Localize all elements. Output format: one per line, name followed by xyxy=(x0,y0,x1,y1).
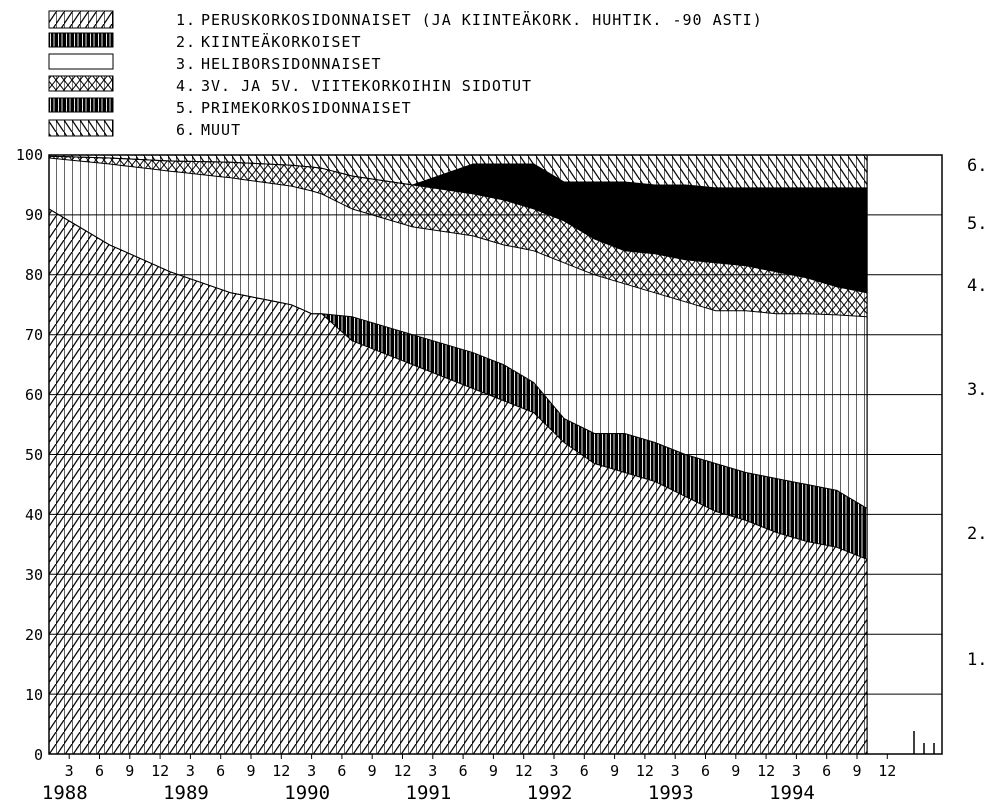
x-tick-label-1990-12: 12 xyxy=(393,762,411,780)
x-year-label-1993: 1993 xyxy=(648,782,694,804)
boundary-line-3 xyxy=(48,157,868,318)
side-label-3: 3. xyxy=(967,380,987,400)
legend-swatch-1 xyxy=(48,10,114,29)
legend: 1. PERUSKORKOSIDONNAISET (JA KIINTEÄKORK… xyxy=(48,10,763,139)
boundary-line-5 xyxy=(48,155,868,189)
stacked-areas xyxy=(49,155,868,754)
legend-label-3: HELIBORSIDONNAISET xyxy=(201,55,382,73)
x-tick-label-1988-9: 9 xyxy=(125,762,134,780)
x-tick-label-1993-9: 9 xyxy=(731,762,740,780)
x-tick-label-1994-6: 6 xyxy=(822,762,831,780)
x-tick-label-1989-9: 9 xyxy=(246,762,255,780)
area-series-2 xyxy=(49,208,868,560)
x-tick-label-1990-6: 6 xyxy=(337,762,346,780)
y-tick-label-20: 20 xyxy=(25,626,43,644)
legend-swatch-6 xyxy=(48,119,114,137)
gridlines xyxy=(49,214,942,695)
x-tick-label-1992-3: 3 xyxy=(549,762,558,780)
x-tick-label-1992-12: 12 xyxy=(636,762,654,780)
side-label-1: 1. xyxy=(967,650,987,670)
x-tick-label-1992-6: 6 xyxy=(580,762,589,780)
x-tick-label-1989-3: 3 xyxy=(186,762,195,780)
legend-key-5: 5. xyxy=(176,99,196,117)
area-series-5 xyxy=(49,156,868,293)
series-side-labels: 6. 5. 4. 3. 2. 1. xyxy=(967,156,987,670)
area-series-1 xyxy=(49,208,868,754)
x-tick-label-1988-3: 3 xyxy=(65,762,74,780)
x-tick-label-1988-12: 12 xyxy=(151,762,169,780)
legend-item-6: 6. MUUT xyxy=(48,119,241,139)
x-tick-label-1993-12: 12 xyxy=(757,762,775,780)
x-tick-label-1988-6: 6 xyxy=(95,762,104,780)
x-year-label-1994: 1994 xyxy=(769,782,815,804)
y-tick-label-10: 10 xyxy=(25,686,43,704)
legend-label-4: 3V. JA 5V. VIITEKORKOIHIN SIDOTUT xyxy=(201,77,532,95)
legend-label-5: PRIMEKORKOSIDONNAISET xyxy=(201,99,412,117)
y-tick-label-90: 90 xyxy=(25,206,43,224)
x-year-label-1989: 1989 xyxy=(163,782,209,804)
y-tick-label-80: 80 xyxy=(25,266,43,284)
legend-swatch-2 xyxy=(48,32,114,48)
y-tick-label-60: 60 xyxy=(25,386,43,404)
legend-swatch-5 xyxy=(48,97,114,113)
legend-item-1: 1. PERUSKORKOSIDONNAISET (JA KIINTEÄKORK… xyxy=(48,10,763,29)
legend-swatch-3 xyxy=(48,53,114,70)
legend-label-6: MUUT xyxy=(201,121,241,139)
plot-frame xyxy=(48,154,943,755)
x-tick-label-1991-9: 9 xyxy=(489,762,498,780)
x-year-label-1992: 1992 xyxy=(527,782,573,804)
x-tick-label-1994-9: 9 xyxy=(852,762,861,780)
legend-key-2: 2. xyxy=(176,33,196,51)
x-year-label-1988: 1988 xyxy=(42,782,88,804)
legend-item-3: 3. HELIBORSIDONNAISET xyxy=(48,53,382,73)
x-year-label-1990: 1990 xyxy=(284,782,330,804)
legend-key-3: 3. xyxy=(176,55,196,73)
x-year-label-1991: 1991 xyxy=(406,782,452,804)
x-tick-label-1993-6: 6 xyxy=(701,762,710,780)
legend-key-6: 6. xyxy=(176,121,196,139)
right-strip-marks xyxy=(913,731,935,754)
x-tick-label-1992-9: 9 xyxy=(610,762,619,780)
x-tick-label-1990-3: 3 xyxy=(307,762,316,780)
legend-item-5: 5. PRIMEKORKOSIDONNAISET xyxy=(48,97,412,117)
legend-label-1: PERUSKORKOSIDONNAISET (JA KIINTEÄKORK. H… xyxy=(201,10,763,29)
legend-label-2: KIINTEÄKORKOISET xyxy=(201,32,362,51)
y-tick-label-70: 70 xyxy=(25,326,43,344)
legend-key-4: 4. xyxy=(176,77,196,95)
y-tick-label-40: 40 xyxy=(25,506,43,524)
y-tick-label-0: 0 xyxy=(34,746,43,764)
y-tick-label-50: 50 xyxy=(25,446,43,464)
legend-item-2: 2. KIINTEÄKORKOISET xyxy=(48,32,362,51)
side-label-5: 5. xyxy=(967,214,987,234)
legend-item-4: 4. 3V. JA 5V. VIITEKORKOIHIN SIDOTUT xyxy=(48,75,532,95)
legend-key-1: 1. xyxy=(176,11,196,29)
x-tick-label-1993-3: 3 xyxy=(671,762,680,780)
x-tick-label-1989-6: 6 xyxy=(216,762,225,780)
legend-swatch-4 xyxy=(48,75,114,92)
x-tick-label-1991-3: 3 xyxy=(428,762,437,780)
area-series-3 xyxy=(49,158,868,509)
x-tick-label-1990-9: 9 xyxy=(368,762,377,780)
side-label-2: 2. xyxy=(967,524,987,544)
x-tick-label-1994-12: 12 xyxy=(878,762,896,780)
side-label-6: 6. xyxy=(967,156,987,176)
x-tick-label-1989-12: 12 xyxy=(272,762,290,780)
boundary-line-2 xyxy=(48,208,868,509)
y-axis: 0 10 20 30 40 50 60 70 80 90 100 xyxy=(16,146,43,764)
y-tick-label-30: 30 xyxy=(25,566,43,584)
y-tick-label-100: 100 xyxy=(16,146,43,164)
x-tick-label-1994-3: 3 xyxy=(792,762,801,780)
side-label-4: 4. xyxy=(967,276,987,296)
x-tick-label-1991-6: 6 xyxy=(459,762,468,780)
area-series-4 xyxy=(49,156,868,317)
x-tick-label-1991-12: 12 xyxy=(515,762,533,780)
